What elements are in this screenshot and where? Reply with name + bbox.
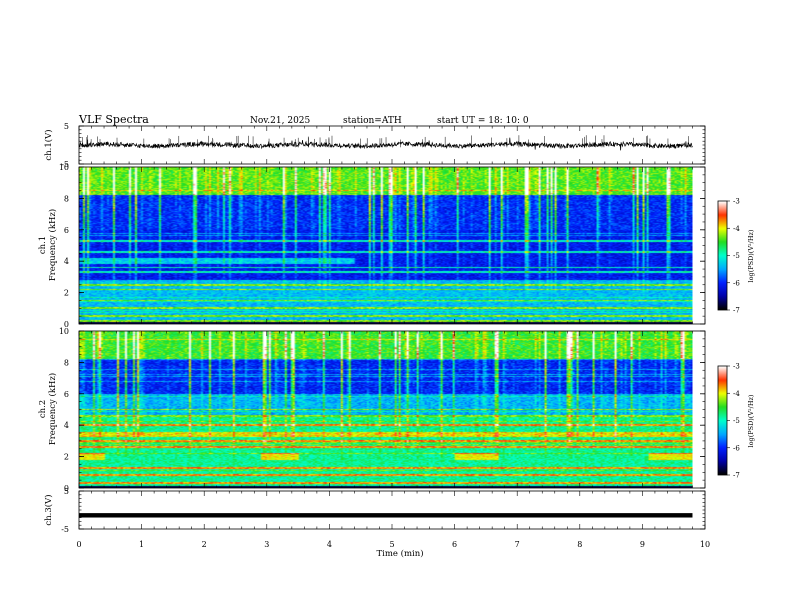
time-axis-ticks: 0 1 2 3 4 5 6 7 8 9 10 <box>76 126 710 549</box>
y-tick-label: 5 <box>64 487 69 496</box>
y-tick-label: 8 <box>64 194 69 203</box>
colorbar-tick-label: -6 <box>733 444 740 452</box>
x-tick-label: 7 <box>515 540 520 549</box>
colorbar-tick-label: -4 <box>733 390 740 398</box>
y-tick-label: 8 <box>64 358 69 367</box>
x-tick-label: 2 <box>202 540 207 549</box>
ch1-waveform-panel: 5 -5 ch.1(V) <box>43 122 706 169</box>
y-tick-label: 2 <box>64 453 69 462</box>
ch3-waveform-trace <box>79 513 693 518</box>
y-tick-label: -5 <box>61 525 69 534</box>
x-tick-label: 5 <box>389 540 394 549</box>
colorbar-tick-label: -7 <box>733 472 740 480</box>
ch3-waveform-ylabel: ch.3(V) <box>43 494 54 525</box>
time-axis-label: Time (min) <box>376 548 423 559</box>
ch2-spectrogram-image <box>79 331 693 488</box>
ch1-waveform-line <box>78 137 693 151</box>
ch1-colorbar-label: log(PSD)(V²/Hz) <box>747 229 755 282</box>
y-tick-label: 5 <box>64 122 69 131</box>
colorbar-tick-label: -5 <box>733 417 740 425</box>
ch2-spectrogram-ylabel: ch.2Frequency (kHz) <box>38 373 58 445</box>
y-tick-label: 4 <box>64 257 69 266</box>
ch1-spectrogram-yticks: 0 2 4 6 8 10 <box>59 163 705 329</box>
ch1-spectrogram-ylabel: ch.1Frequency (kHz) <box>38 209 58 281</box>
ch3-waveform-frame <box>78 490 706 530</box>
ch1-colorbar: -3 -4 -5 -6 -7 log(PSD)(V²/Hz) <box>717 198 755 315</box>
y-tick-label: 0 <box>64 320 69 329</box>
y-tick-label: -5 <box>61 160 69 169</box>
ch3-waveform-yticks: 5 -5 <box>61 487 705 534</box>
ch2-colorbar-gradient <box>718 366 727 475</box>
date-label: Nov.21, 2025 <box>250 116 311 126</box>
y-tick-label: 6 <box>64 226 69 235</box>
x-tick-label: 1 <box>139 540 144 549</box>
ch2-spectrogram-yticks: 0 2 4 6 8 10 <box>59 327 705 493</box>
y-tick-label: 0 <box>64 484 69 493</box>
colorbar-tick-label: -3 <box>733 198 740 206</box>
x-tick-label: 10 <box>700 540 710 549</box>
station-label: station=ATH <box>343 116 402 126</box>
ch3-waveform-band <box>79 513 693 518</box>
colorbar-tick-label: -4 <box>733 225 740 233</box>
ch2-spectrogram-panel: 0 2 4 6 8 10 ch.2Frequency (kHz) <box>38 327 706 493</box>
colorbar-tick-label: -7 <box>733 307 740 315</box>
x-tick-label: 8 <box>577 540 582 549</box>
x-tick-label: 4 <box>327 540 332 549</box>
colorbar-tick-label: -3 <box>733 363 740 371</box>
colorbar-tick-label: -5 <box>733 252 740 260</box>
ch1-spectrogram-image <box>79 167 693 324</box>
ch1-colorbar-gradient <box>718 201 727 310</box>
start-time-label: start UT = 18: 10: 0 <box>437 116 529 126</box>
y-tick-label: 4 <box>64 421 69 430</box>
x-tick-label: 9 <box>640 540 645 549</box>
ch1-waveform-trace <box>78 135 693 151</box>
ch2-colorbar-label: log(PSD)(V²/Hz) <box>747 394 755 447</box>
y-tick-label: 6 <box>64 390 69 399</box>
x-tick-label: 3 <box>264 540 269 549</box>
y-tick-label: 10 <box>59 163 69 172</box>
ch1-waveform-ylabel: ch.1(V) <box>43 129 54 160</box>
ch1-colorbar-ticks: -3 -4 -5 -6 -7 <box>727 198 740 315</box>
y-tick-label: 10 <box>59 327 69 336</box>
ch2-colorbar-ticks: -3 -4 -5 -6 -7 <box>727 363 740 480</box>
y-tick-label: 2 <box>64 289 69 298</box>
figure-title: VLF Spectra <box>78 113 149 126</box>
ch1-waveform-yticks: 5 -5 <box>61 122 705 169</box>
x-tick-label: 6 <box>452 540 457 549</box>
ch2-colorbar: -3 -4 -5 -6 -7 log(PSD)(V²/Hz) <box>717 363 755 480</box>
ch1-spectrogram-panel: 0 2 4 6 8 10 ch.1Frequency (kHz) <box>38 163 706 329</box>
x-tick-label: 0 <box>76 540 81 549</box>
colorbar-tick-label: -6 <box>733 279 740 287</box>
ch3-waveform-panel: 5 -5 ch.3(V) <box>43 487 706 534</box>
